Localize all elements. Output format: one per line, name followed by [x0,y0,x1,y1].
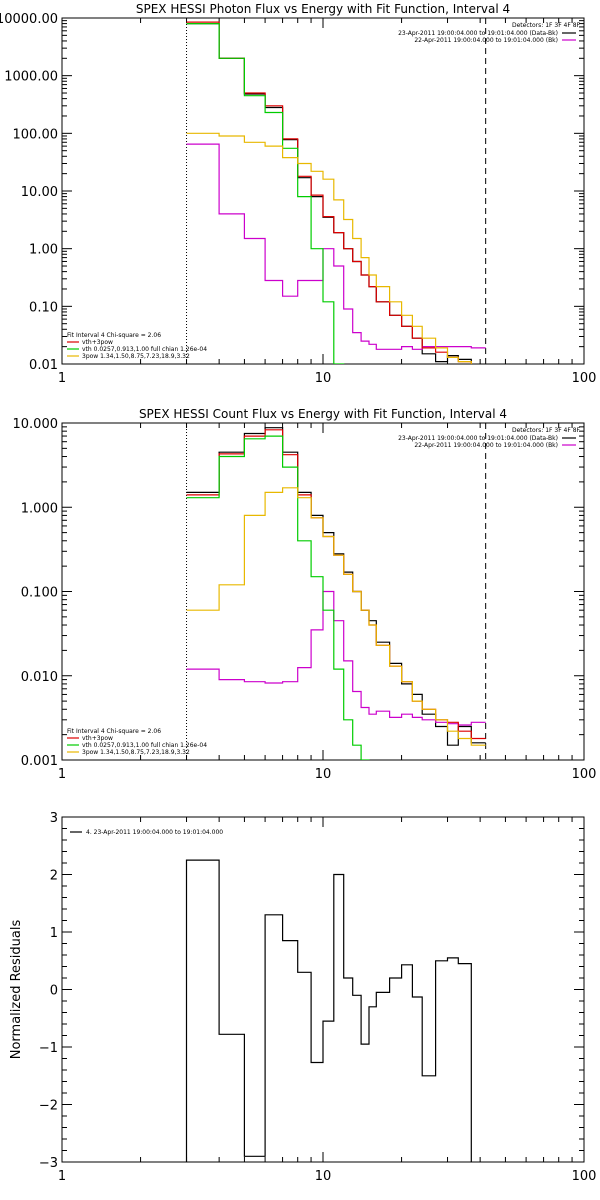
series-line-3 [186,23,345,364]
y-tick-label: 2 [50,869,58,884]
x-tick-label: 1 [58,1169,66,1184]
series-group [186,21,486,364]
x-tick-label: 100 [572,767,597,782]
legend-entry: 23-Apr-2011 19:00:04.000 to 19:01:04.000… [398,435,558,442]
y-tick-label: −1 [39,1041,58,1056]
fit-legend-entry: vth 0.0257,0.913,1.00 full chian 1.26e-0… [82,346,207,353]
series-line-1 [186,143,486,350]
series-line-2 [186,429,486,740]
series-line-3 [186,435,370,760]
series-group [186,427,486,760]
chart-panel-3: 1 10 100 −3 −2 −1 0 1 2 3 Normalized Residuals 4. 2… [9,811,596,1184]
y-tick-label: −3 [39,1156,58,1171]
chart-title: SPEX HESSI Count Flux vs Energy with Fit… [139,407,507,421]
y-tick-label: 0.01 [29,358,58,373]
y-tick-label: 1000.00 [4,70,58,85]
x-tick-label: 10 [315,1169,332,1184]
y-axis-label: Normalized Residuals [9,920,24,1060]
x-tick-label: 10 [315,371,332,386]
x-tick-label: 100 [572,371,597,386]
legend-detectors: Detectors: 1F 3F 4F 8F [512,22,581,29]
series-line-0 [186,427,486,746]
x-tick-label: 1 [58,767,66,782]
fit-legend-entry: vth+3pow [82,339,113,346]
y-tick-label: 0 [50,984,58,999]
y-tick-label: 1.00 [29,243,58,258]
y-tick-label: 10.000 [13,417,59,432]
y-tick-label: 10000.00 [0,12,58,27]
series-line-0 [185,859,472,1162]
fit-legend-header: Fit Interval 4 Chi-square = 2.06 [67,728,161,735]
series-group [185,859,472,1162]
fit-legend-entry: 3pow 1.34,1.50,8.75,7.23,18.9,3.32 [82,749,190,756]
series-line-4 [186,487,486,746]
plot-frame [61,816,585,1163]
fit-legend-entry: 3pow 1.34,1.50,8.75,7.23,18.9,3.32 [82,353,190,360]
legend-entry: 22-Apr-2011 19:00:04.000 to 19:01:04.000… [414,37,558,44]
y-tick-label: −2 [39,1099,58,1114]
x-tick-label: 1 [58,371,66,386]
chart-title: SPEX HESSI Photon Flux vs Energy with Fi… [136,2,510,16]
fit-legend-entry: vth 0.0257,0.913,1.00 full chian 1.26e-0… [82,742,207,749]
y-tick-label: 0.010 [21,670,58,685]
chart-panel-2: SPEX HESSI Count Flux vs Energy with Fit… [13,407,597,782]
x-tick-label: 100 [572,1169,597,1184]
series-line-1 [186,590,486,726]
fit-legend-entry: vth+3pow [82,735,113,742]
series-line-4 [186,132,472,364]
legend-entry: 23-Apr-2011 19:00:04.000 to 19:01:04.000… [398,30,558,37]
y-tick-label: 0.10 [29,300,58,315]
y-tick-label: 3 [50,811,58,826]
y-tick-label: 0.100 [21,586,58,601]
y-tick-label: 1.000 [21,501,58,516]
series-line-2 [186,21,472,364]
y-tick-label: 100.00 [13,127,59,142]
legend-detectors: Detectors: 1F 3F 4F 8F [512,427,581,434]
fit-legend-header: Fit Interval 4 Chi-square = 2.06 [67,332,161,339]
legend-entry: 4. 23-Apr-2011 19:00:04.000 to 19:01:04.… [86,829,223,836]
series-line-0 [186,23,472,364]
legend-entry: 22-Apr-2011 19:00:04.000 to 19:01:04.000… [414,442,558,449]
y-tick-label: 10.00 [21,185,58,200]
y-tick-label: 1 [50,926,58,941]
plot-frame [61,17,585,365]
chart-panel-1: SPEX HESSI Photon Flux vs Energy with Fi… [0,2,597,386]
x-tick-label: 10 [315,767,332,782]
y-tick-label: 0.001 [21,754,58,769]
